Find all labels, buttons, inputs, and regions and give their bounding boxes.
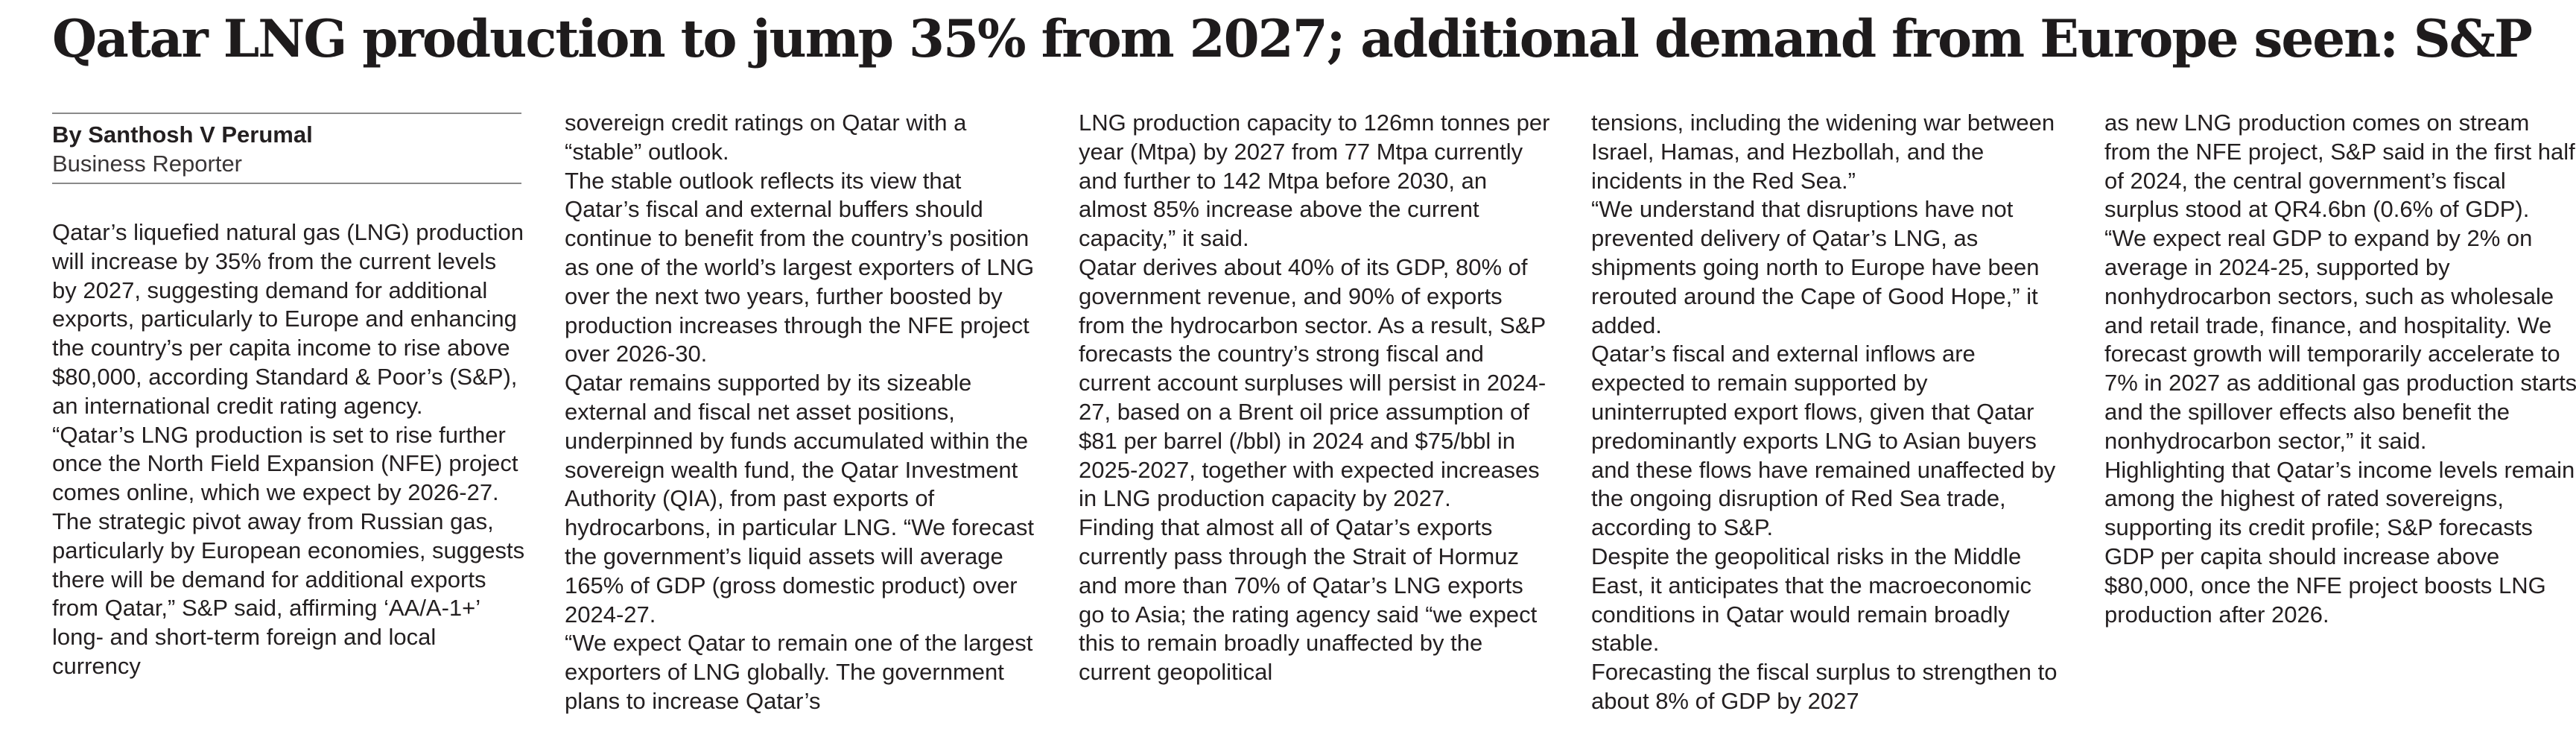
paragraph: “We expect Qatar to remain one of the la… [565,630,1033,714]
article-column-4: tensions, including the widening war bet… [1591,109,2064,716]
author-role: Business Reporter [52,151,243,177]
byline-block: By Santhosh V Perumal Business Reporter [52,113,521,184]
paragraph: Qatar derives about 40% of its GDP, 80% … [1079,253,1546,512]
paragraph: as new LNG production comes on stream fr… [2104,110,2575,223]
headline: Qatar LNG production to jump 35% from 20… [52,9,2533,69]
article-column-2: sovereign credit ratings on Qatar with a… [565,109,1038,716]
paragraph: tensions, including the widening war bet… [1591,110,2055,194]
paragraph: LNG production capacity to 126mn tonnes … [1079,110,1550,252]
paragraph: “Qatar’s LNG production is set to rise f… [52,421,525,679]
paragraph: “We expect real GDP to expand by 2% on a… [2104,225,2576,454]
article-column-1: By Santhosh V Perumal Business Reporter … [52,109,525,681]
paragraph: Qatar’s fiscal and external inflows are … [1591,341,2056,541]
paragraph: The stable outlook reflects its view tha… [565,167,1035,367]
paragraph: Finding that almost all of Qatar’s expor… [1079,514,1538,686]
paragraph: sovereign credit ratings on Qatar with a… [565,110,967,165]
paragraph: Qatar remains supported by its sizeable … [565,370,1035,628]
article-column-5: as new LNG production comes on stream fr… [2104,109,2576,629]
paragraph: Qatar’s liquefied natural gas (LNG) prod… [52,219,524,419]
paragraph: “We understand that disruptions have not… [1591,196,2040,338]
paragraph: Despite the geopolitical risks in the Mi… [1591,543,2032,657]
byline: By Santhosh V Perumal [52,121,313,148]
article-column-3: LNG production capacity to 126mn tonnes … [1079,109,1552,687]
paragraph: Highlighting that Qatar’s income levels … [2104,456,2575,628]
paragraph: Forecasting the fiscal surplus to streng… [1591,659,2058,714]
